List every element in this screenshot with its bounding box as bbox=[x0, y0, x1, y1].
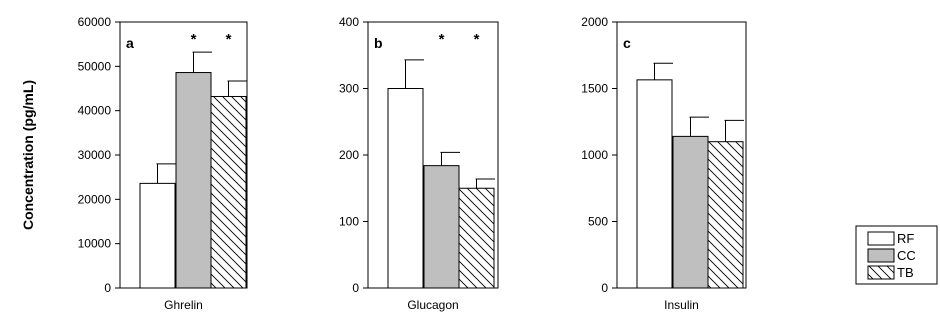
panels: * *0100002000030000400005000060000Ghrelin… bbox=[78, 15, 747, 312]
panel-a-ytick-label-2: 20000 bbox=[78, 192, 112, 206]
panel-b-significance-cc: * bbox=[439, 31, 445, 48]
panel-b-letter: b bbox=[374, 35, 383, 51]
panel-a-category-label: Ghrelin bbox=[164, 298, 203, 312]
panel-c-ytick-label-1: 500 bbox=[588, 215, 608, 229]
panel-a-ytick-label-0: 0 bbox=[104, 281, 111, 295]
panel-a-bar-tb bbox=[210, 95, 247, 289]
panel-c-ytick-label-2: 1000 bbox=[581, 148, 608, 162]
panel-a-significance-tb: * bbox=[226, 31, 232, 48]
panel-a-ytick-label-1: 10000 bbox=[78, 237, 112, 251]
panel-c-ytick-label-0: 0 bbox=[601, 281, 608, 295]
panel-a-significance-cc: * bbox=[191, 31, 197, 48]
panel-a-ytick-label-5: 50000 bbox=[78, 59, 112, 73]
panel-b-ytick-label-3: 300 bbox=[339, 82, 359, 96]
panel-c-ytick-label-3: 1500 bbox=[581, 82, 608, 96]
panel-b-bar-cc bbox=[423, 165, 460, 289]
panel-b-ytick-label-2: 200 bbox=[339, 148, 359, 162]
panel-a-ytick-label-6: 60000 bbox=[78, 15, 112, 29]
panel-c-letter: c bbox=[623, 35, 631, 51]
panel-b-bar-tb bbox=[458, 187, 495, 289]
panel-c-bar-tb bbox=[707, 141, 744, 289]
legend: RF CC TB bbox=[855, 225, 938, 285]
panel-c-bar-rf bbox=[636, 79, 673, 289]
y-axis-label: Concentration (pg/mL) bbox=[20, 80, 36, 230]
panel-c: 0 500 1000 1500 2000 Insulin c bbox=[581, 15, 747, 312]
legend-swatch-cc bbox=[867, 248, 895, 263]
legend-swatch-rf bbox=[867, 231, 895, 246]
panel-b-significance-tb: * bbox=[474, 31, 480, 48]
panel-a-letter: a bbox=[126, 35, 134, 51]
panel-a: * * 0 10000 20000 30000 40000 50000 60000 Ghrelin… bbox=[78, 15, 248, 312]
panel-c-bar-cc bbox=[672, 135, 709, 289]
legend-label-rf: RF bbox=[897, 231, 914, 246]
panel-a-ytick-label-3: 30000 bbox=[78, 148, 112, 162]
panel-a-bar-cc bbox=[175, 72, 212, 289]
panel-b-ytick-label-1: 100 bbox=[339, 215, 359, 229]
panel-c-category-label: Insulin bbox=[664, 298, 699, 312]
panel-a-bar-rf bbox=[139, 182, 176, 289]
panel-b: * * 0 100 200 300 400 Glucagon b bbox=[339, 15, 499, 312]
panel-a-ytick-label-4: 40000 bbox=[78, 104, 112, 118]
panel-b-ytick-label-4: 400 bbox=[339, 15, 359, 29]
panel-c-ytick-label-4: 2000 bbox=[581, 15, 608, 29]
legend-label-cc: CC bbox=[897, 248, 916, 263]
legend-label-tb: TB bbox=[897, 265, 914, 280]
legend-swatch-tb bbox=[867, 265, 895, 280]
panel-b-category-label: Glucagon bbox=[407, 298, 458, 312]
panel-b-ytick-label-0: 0 bbox=[352, 281, 359, 295]
panel-b-bar-rf bbox=[387, 88, 424, 289]
